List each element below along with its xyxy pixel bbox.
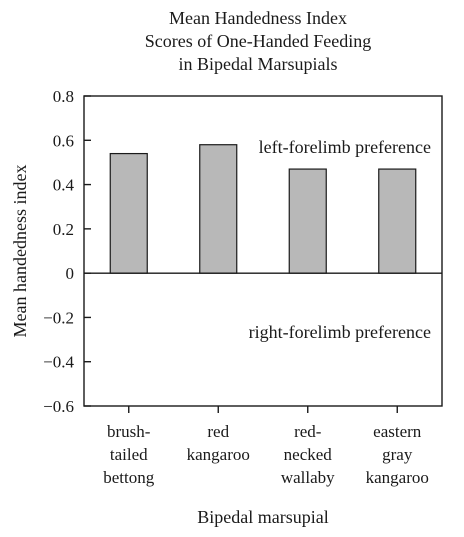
x-axis-title: Bipedal marsupial <box>197 507 328 527</box>
bar-4 <box>378 168 417 274</box>
x-tick-label: red kangaroo <box>187 422 250 464</box>
plot-area: 0.8 0.6 0.4 0.2 0 −0.2 −0.4 −0.6 <box>43 87 443 416</box>
y-tick-label: 0.2 <box>53 220 74 239</box>
y-axis-title: Mean handedness index <box>10 165 30 338</box>
y-tick-label: −0.2 <box>43 308 74 327</box>
x-tick-label: eastern gray kangaroo <box>366 422 429 487</box>
y-tick-label: 0 <box>66 264 75 283</box>
y-tick-label: −0.4 <box>43 353 74 372</box>
bar-2 <box>199 144 238 274</box>
title-line-3: in Bipedal Marsupials <box>179 54 338 74</box>
x-tick-label: red-necked wallaby <box>281 422 335 487</box>
y-tick-label: 0.6 <box>53 131 74 150</box>
bar-1 <box>109 152 148 274</box>
x-tick-label: brush-tailed bettong <box>103 422 154 487</box>
annotation-left-forelimb-preference: left-forelimb preference <box>259 137 431 157</box>
title-line-2: Scores of One-Handed Feeding <box>145 31 371 51</box>
x-tick-labels: brush-tailed bettong red kangaroo red-necked… <box>103 422 429 487</box>
y-tick-label: 0.4 <box>53 176 75 195</box>
bar-3 <box>288 168 327 274</box>
title-line-1: Mean Handedness Index <box>169 8 347 28</box>
chart-title: Mean Handedness Index Scores of One-Hande… <box>145 8 371 74</box>
y-tick-label: −0.6 <box>43 397 74 416</box>
plot-frame <box>83 95 443 407</box>
annotation-right-forelimb-preference: right-forelimb preference <box>249 322 431 342</box>
y-tick-label: 0.8 <box>53 87 74 106</box>
